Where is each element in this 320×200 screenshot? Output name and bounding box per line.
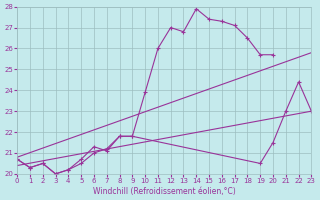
- X-axis label: Windchill (Refroidissement éolien,°C): Windchill (Refroidissement éolien,°C): [93, 187, 236, 196]
